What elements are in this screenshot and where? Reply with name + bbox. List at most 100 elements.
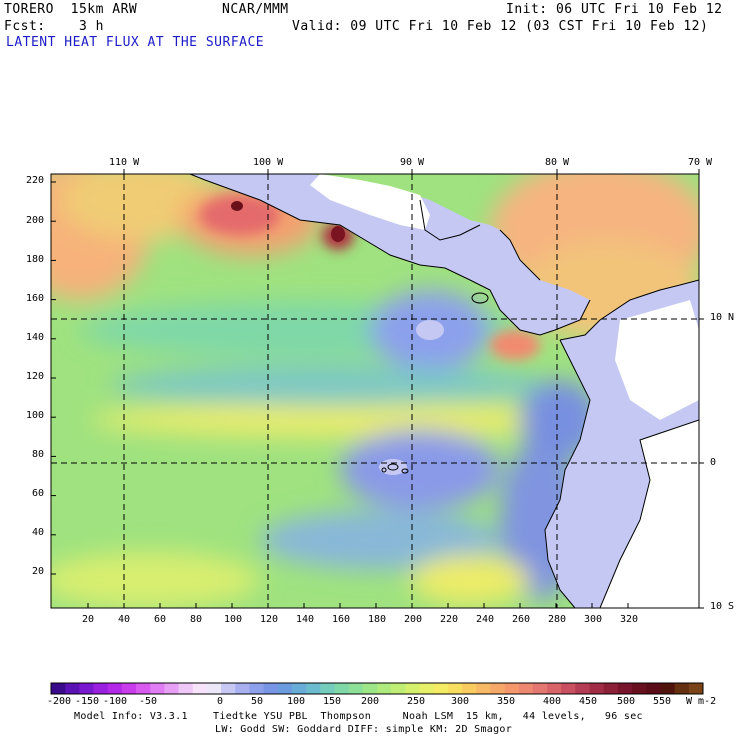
lat-label: 10 S — [710, 601, 735, 612]
x-tick-label: 80 — [190, 614, 203, 625]
model-info: Model Info: V3.3.1 Tiedtke YSU PBL Thomp… — [74, 711, 643, 722]
lon-label: 70 W — [688, 157, 713, 168]
colorbar-swatch — [391, 683, 406, 694]
colorbar-swatch — [79, 683, 94, 694]
colorbar-label: -100 — [103, 696, 128, 707]
colorbar-label: 50 — [251, 696, 264, 707]
x-tick-label: 140 — [296, 614, 315, 625]
colorbar-swatch — [419, 683, 435, 694]
y-tick-label: 80 — [31, 449, 44, 460]
lon-label: 100 W — [253, 157, 284, 168]
colorbar-swatch — [107, 683, 123, 694]
y-tick-label: 20 — [31, 566, 44, 577]
colorbar-swatch — [589, 683, 605, 694]
colorbar-swatch — [306, 683, 321, 694]
colorbar-label: -50 — [139, 696, 158, 707]
colorbar-swatch — [178, 683, 194, 694]
colorbar-swatch — [334, 683, 350, 694]
colorbar-swatch — [575, 683, 590, 694]
graticule — [51, 174, 699, 608]
colorbar-units: W m-2 — [686, 696, 717, 707]
colorbar-swatch — [561, 683, 576, 694]
colorbar-label: 0 — [217, 696, 224, 707]
colorbar-swatch — [121, 683, 137, 694]
init-time: Init: 06 UTC Fri 10 Feb 12 — [506, 2, 723, 17]
colorbar-swatch — [377, 683, 392, 694]
colorbar-swatch — [646, 683, 661, 694]
x-tick-label: 100 — [224, 614, 243, 625]
physics-info: LW: Godd SW: Goddard DIFF: simple KM: 2D… — [215, 724, 513, 735]
colorbar-label: 250 — [407, 696, 426, 707]
colorbar-swatch — [136, 683, 151, 694]
colorbar-swatch — [51, 683, 66, 694]
colorbar-label: -200 — [47, 696, 72, 707]
x-tick-label: 200 — [404, 614, 423, 625]
y-tick-label: 200 — [25, 215, 44, 226]
colorbar-swatch — [632, 683, 647, 694]
forecast-hour: Fcst: 3 h — [4, 19, 104, 34]
x-tick-label: 320 — [620, 614, 639, 625]
lon-label: 80 W — [545, 157, 570, 168]
colorbar-label: 350 — [497, 696, 516, 707]
colorbar-swatch — [462, 683, 477, 694]
lat-label: 0 — [710, 457, 717, 468]
colorbar-label: 200 — [361, 696, 380, 707]
colorbar-swatch — [476, 683, 491, 694]
plot-frame — [50, 173, 700, 609]
colorbar-swatch — [150, 683, 165, 694]
colorbar-swatch — [348, 683, 364, 694]
colorbar-swatch — [249, 683, 264, 694]
x-tick-label: 260 — [512, 614, 531, 625]
x-tick-label: 160 — [332, 614, 351, 625]
x-tick-label: 280 — [548, 614, 567, 625]
y-tick-label: 120 — [25, 371, 44, 382]
x-tick-label: 220 — [440, 614, 459, 625]
axis-ticks — [51, 169, 704, 609]
colorbar-swatch — [504, 683, 520, 694]
colorbar-swatch — [320, 683, 335, 694]
model-name: TORERO 15km ARW — [4, 2, 138, 17]
colorbar-swatch — [263, 683, 279, 694]
coastlines — [189, 174, 699, 608]
lon-label: 90 W — [400, 157, 425, 168]
colorbar-swatch — [532, 683, 548, 694]
field-title: LATENT HEAT FLUX AT THE SURFACE — [6, 35, 265, 50]
colorbar-label: 400 — [543, 696, 562, 707]
valid-time: Valid: 09 UTC Fri 10 Feb 12 (03 CST Fri … — [292, 19, 709, 34]
colorbar-swatch — [674, 683, 690, 694]
colorbar-swatch — [277, 683, 293, 694]
y-tick-label: 140 — [25, 332, 44, 343]
y-tick-label: 100 — [25, 410, 44, 421]
colorbar-label: 150 — [323, 696, 342, 707]
colorbar-swatch — [362, 683, 378, 694]
colorbar-swatch — [490, 683, 505, 694]
lat-label: 10 N — [710, 312, 735, 323]
colorbar-label: 100 — [287, 696, 306, 707]
colorbar — [50, 682, 704, 695]
colorbar-swatch — [65, 683, 80, 694]
y-tick-label: 40 — [31, 527, 44, 538]
colorbar-label: 500 — [617, 696, 636, 707]
colorbar-swatch — [688, 683, 704, 694]
colorbar-label: 550 — [653, 696, 672, 707]
colorbar-swatch — [518, 683, 534, 694]
y-tick-label: 220 — [25, 175, 44, 186]
x-tick-label: 60 — [154, 614, 167, 625]
colorbar-swatch — [433, 683, 449, 694]
colorbar-swatch — [206, 683, 222, 694]
colorbar-label: -150 — [75, 696, 100, 707]
y-tick-label: 180 — [25, 254, 44, 265]
colorbar-swatch — [221, 683, 236, 694]
x-tick-label: 20 — [82, 614, 95, 625]
colorbar-swatch — [291, 683, 307, 694]
colorbar-swatch — [192, 683, 208, 694]
x-tick-label: 300 — [584, 614, 603, 625]
colorbar-swatch — [93, 683, 109, 694]
colorbar-swatch — [164, 683, 179, 694]
colorbar-swatch — [603, 683, 619, 694]
lon-label: 110 W — [109, 157, 140, 168]
colorbar-swatch — [547, 683, 562, 694]
y-tick-label: 160 — [25, 293, 44, 304]
colorbar-label: 300 — [451, 696, 470, 707]
x-tick-label: 180 — [368, 614, 387, 625]
